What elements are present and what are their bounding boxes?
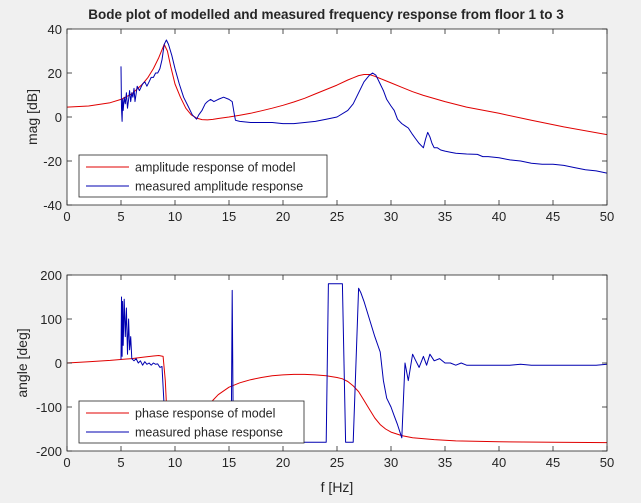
mag-xtick-label: 20 xyxy=(276,209,290,224)
mag-xtick-label: 40 xyxy=(492,209,506,224)
phase-ytick-label: -100 xyxy=(36,400,62,415)
phase-xtick-label: 15 xyxy=(222,455,236,470)
phase-series-group xyxy=(67,283,607,444)
figure-title: Bode plot of modelled and measured frequ… xyxy=(88,7,564,22)
mag-ytick-label: 20 xyxy=(48,66,62,81)
phase-xtick-label: 0 xyxy=(63,455,70,470)
mag-xtick-label: 35 xyxy=(438,209,452,224)
magnitude-panel: 0 5 10 15 20 25 30 35 40 45 50 40 20 0 -20 -40 mag [dB] a… xyxy=(24,22,614,224)
phase-xtick-label: 50 xyxy=(600,455,614,470)
mag-ytick-label: -40 xyxy=(43,198,62,213)
phase-ytick-label: 0 xyxy=(55,356,62,371)
phase-ytick-label: 100 xyxy=(40,312,62,327)
phase-legend: phase response of model measured phase re… xyxy=(78,400,305,444)
mag-ytick-label: -20 xyxy=(43,154,62,169)
phase-ylabel: angle [deg] xyxy=(14,328,30,397)
mag-xtick-label: 30 xyxy=(384,209,398,224)
mag-legend: amplitude response of model measured ampl… xyxy=(78,154,328,198)
phase-ytick-label: -200 xyxy=(36,444,62,459)
phase-xtick-label: 45 xyxy=(546,455,560,470)
phase-legend-label: phase response of model xyxy=(135,407,275,421)
mag-xtick-label: 10 xyxy=(168,209,182,224)
phase-xtick-label: 5 xyxy=(117,455,124,470)
mag-xtick-label: 45 xyxy=(546,209,560,224)
phase-legend-box xyxy=(78,400,305,444)
mag-ylabel: mag [dB] xyxy=(24,89,40,145)
phase-xtick-label: 25 xyxy=(330,455,344,470)
phase-series-measured-line xyxy=(120,283,607,443)
mag-series-model-line xyxy=(67,43,607,136)
phase-xtick-label: 35 xyxy=(438,455,452,470)
mag-xtick-label: 15 xyxy=(222,209,236,224)
phase-xtick-label: 20 xyxy=(276,455,290,470)
mag-legend-label: amplitude response of model xyxy=(135,161,296,175)
mag-series-group xyxy=(67,39,607,174)
mag-xtick-label: 25 xyxy=(330,209,344,224)
phase-xlabel: f [Hz] xyxy=(321,479,354,495)
mag-legend-box xyxy=(78,154,328,198)
phase-xtick-label: 30 xyxy=(384,455,398,470)
mag-xtick-label: 0 xyxy=(63,209,70,224)
mag-series-measured-line xyxy=(120,39,607,174)
phase-panel: 0 5 10 15 20 25 30 35 40 45 50 200 100 0 -100 -200 angle… xyxy=(14,268,614,495)
mag-ytick-label: 40 xyxy=(48,22,62,37)
mag-legend-label: measured amplitude response xyxy=(135,180,303,194)
phase-ytick-label: 200 xyxy=(40,268,62,283)
mag-xtick-label: 5 xyxy=(117,209,124,224)
mag-xtick-label: 50 xyxy=(600,209,614,224)
phase-xtick-label: 10 xyxy=(168,455,182,470)
phase-series-model-line xyxy=(67,355,607,444)
phase-xtick-label: 40 xyxy=(492,455,506,470)
mag-ytick-label: 0 xyxy=(55,110,62,125)
phase-legend-label: measured phase response xyxy=(135,426,283,440)
